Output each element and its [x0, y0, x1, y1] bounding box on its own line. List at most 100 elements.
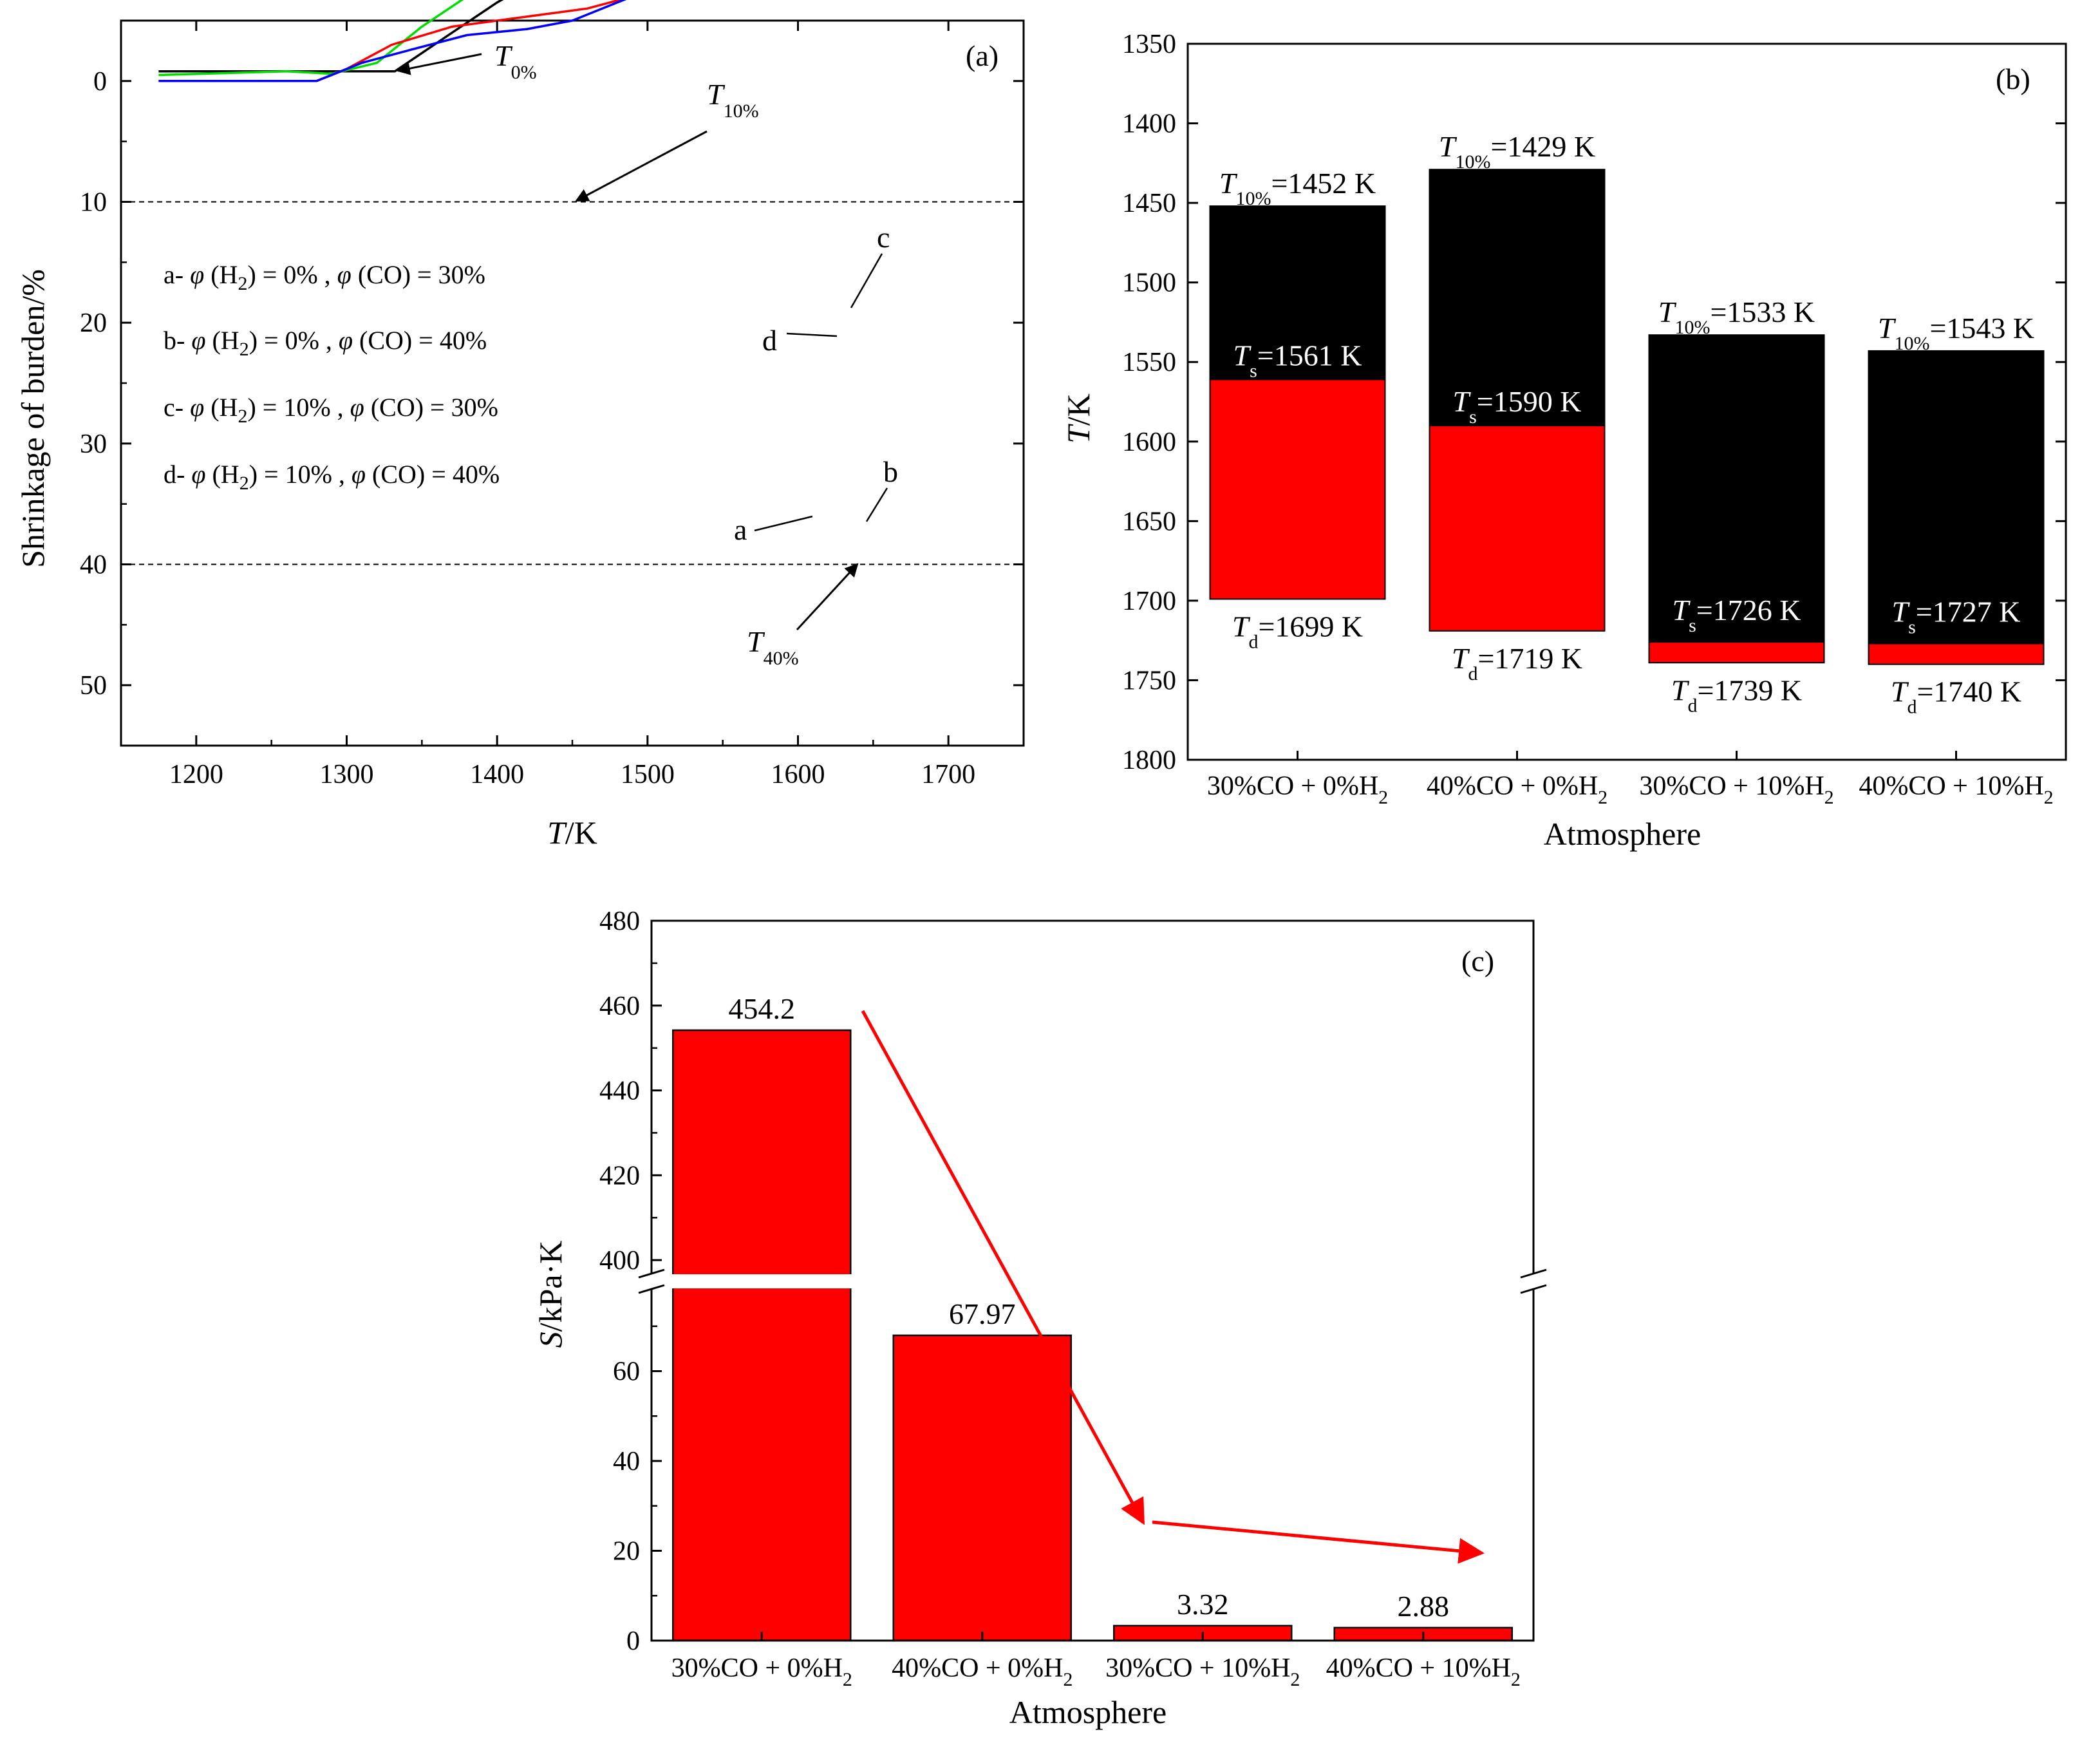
y-tick-label-440: 440	[599, 1077, 640, 1106]
panel-c-label: (c)	[1461, 945, 1494, 977]
x-tick-label-1200: 1200	[169, 760, 223, 789]
bar-t10-to-ts-0	[1209, 205, 1386, 381]
x-tick-label-1500: 1500	[621, 760, 675, 789]
panel-a-xlabel: T/K	[547, 815, 597, 851]
category-label-0: 30%CO + 0%H2	[671, 1653, 852, 1690]
bar-t10-to-ts-2	[1648, 334, 1825, 643]
panel-b-ticks	[1188, 42, 2066, 761]
panel-b-tick-labels: 1350 1400 1450 1500 1550 1600 1650 1700 1750 1800	[1122, 30, 1176, 775]
annotation-t10: T10%	[707, 78, 759, 122]
panel-c-tick-labels: 0 20 40 60 400 420 440 460 480	[599, 907, 640, 1656]
bar-t10-to-ts-1	[1429, 169, 1606, 427]
value-label-2: 3.32	[1177, 1588, 1229, 1621]
panel-b-ylabel: T/K	[1060, 393, 1096, 444]
panel-a-legend: a- φ (H2) = 0% , φ (CO) = 30% b- φ (H2) …	[164, 260, 500, 494]
category-label-3: 40%CO + 10%H2	[1859, 771, 2053, 808]
panel-c-bars	[672, 1029, 1513, 1642]
panel-c-bar-chart: 0 20 40 60 400 420 440 460 480 454.2 67.97 3.32 2.8…	[532, 907, 1547, 1730]
y-tick-label-460: 460	[599, 992, 640, 1021]
y-tick-label-10: 10	[80, 188, 107, 218]
curve-label-b: b	[883, 455, 898, 488]
panel-c-ylabel: S/kPa·K	[532, 1241, 568, 1348]
x-tick-label-1700: 1700	[921, 760, 975, 789]
y-tick-label-50: 50	[80, 671, 107, 701]
y-tick-label-20: 20	[613, 1537, 640, 1567]
series-line-d	[158, 0, 627, 82]
value-label-3: 2.88	[1398, 1590, 1450, 1623]
label-ts-0: Ts=1561 K	[1233, 339, 1362, 381]
value-label-0: 454.2	[729, 992, 796, 1025]
bar-ts-to-td-3	[1868, 643, 2045, 665]
panel-c-frame-gap-left	[644, 1274, 659, 1288]
curve-label-d: d	[762, 324, 777, 357]
panel-c-axis-break-left	[638, 1268, 665, 1294]
y-tick-label-0: 0	[93, 67, 107, 97]
annotation-t0-arrow	[396, 53, 482, 75]
trend-arrow-1	[861, 1010, 1145, 1525]
bar-ts-to-td-0	[1209, 379, 1386, 600]
panel-c-value-labels: 454.2 67.97 3.32 2.88	[729, 992, 1450, 1623]
panel-b-label: (b)	[1996, 62, 2030, 95]
label-td-0: Td=1699 K	[1232, 610, 1363, 652]
trend-arrow-2	[1152, 1520, 1485, 1564]
bar-0	[672, 1029, 852, 1642]
category-label-2: 30%CO + 10%H2	[1639, 771, 1833, 808]
panel-c-frame-gap-right	[1526, 1274, 1541, 1288]
panel-a-series	[158, 0, 627, 82]
y-tick-label-60: 60	[613, 1357, 640, 1387]
panel-a-reference-lines	[121, 201, 1024, 565]
curve-label-a-leader	[754, 515, 813, 532]
panel-c-break-gap	[644, 1274, 1545, 1288]
y-tick-label-1700: 1700	[1122, 587, 1176, 616]
annotation-t40: T40%	[747, 625, 799, 669]
panel-b-xlabel: Atmosphere	[1544, 816, 1701, 852]
category-label-1: 40%CO + 0%H2	[892, 1653, 1073, 1690]
curve-label-b-leader	[865, 487, 888, 522]
panel-a-frame	[120, 19, 1025, 747]
x-tick-label-1400: 1400	[470, 760, 524, 789]
category-label-3: 40%CO + 10%H2	[1326, 1653, 1521, 1690]
y-tick-label-420: 420	[599, 1161, 640, 1191]
curve-label-d-leader	[786, 332, 838, 337]
curve-label-c-leader	[850, 253, 883, 308]
label-ts-3: Ts=1727 K	[1892, 596, 2021, 638]
legend-entry-c: c- φ (H2) = 10% , φ (CO) = 30%	[164, 393, 498, 427]
label-td-3: Td=1740 K	[1891, 675, 2021, 718]
legend-entry-a: a- φ (H2) = 0% , φ (CO) = 30%	[164, 260, 485, 294]
x-tick-label-1300: 1300	[320, 760, 374, 789]
curve-label-c: c	[877, 221, 890, 254]
y-tick-label-1400: 1400	[1122, 109, 1176, 139]
panel-a-label: (a)	[966, 39, 998, 72]
panel-c-category-labels: 30%CO + 0%H2 40%CO + 0%H2 30%CO + 10%H2 40%…	[671, 1653, 1521, 1690]
y-tick-label-1600: 1600	[1122, 428, 1176, 457]
category-label-2: 30%CO + 10%H2	[1105, 1653, 1300, 1690]
label-td-1: Td=1719 K	[1452, 642, 1582, 684]
legend-entry-d: d- φ (H2) = 10% , φ (CO) = 40%	[164, 460, 500, 494]
panel-b-value-labels: T10%=1452 K Ts=1561 K Td=1699 K T10%=1429 K…	[1219, 130, 2034, 718]
y-tick-label-40: 40	[80, 551, 107, 580]
category-label-0: 30%CO + 0%H2	[1207, 771, 1388, 808]
bar-ts-to-td-2	[1648, 641, 1825, 664]
y-tick-label-1500: 1500	[1122, 268, 1176, 298]
label-td-2: Td=1739 K	[1671, 673, 1802, 716]
label-t10-2: T10%=1533 K	[1658, 296, 1815, 338]
y-tick-label-400: 400	[599, 1246, 640, 1276]
series-line-b	[158, 0, 464, 77]
label-ts-1: Ts=1590 K	[1453, 385, 1582, 428]
label-t10-1: T10%=1429 K	[1439, 130, 1595, 173]
x-tick-label-1600: 1600	[771, 760, 825, 789]
category-label-1: 40%CO + 0%H2	[1427, 771, 1608, 808]
series-line-a	[158, 0, 504, 73]
annotation-t0: T0%	[494, 39, 537, 83]
annotation-t40-arrow	[796, 563, 859, 631]
curve-label-a: a	[734, 513, 747, 546]
annotation-t10-arrow	[575, 130, 708, 202]
bar-ts-to-td-1	[1429, 425, 1606, 632]
panel-c-ticks	[652, 919, 1425, 1642]
panel-b-frame	[1186, 42, 2067, 761]
y-tick-label-1650: 1650	[1122, 507, 1176, 536]
panel-a-ylabel: Shrinkage of burden/%	[15, 269, 51, 568]
bar-1	[892, 1334, 1072, 1642]
